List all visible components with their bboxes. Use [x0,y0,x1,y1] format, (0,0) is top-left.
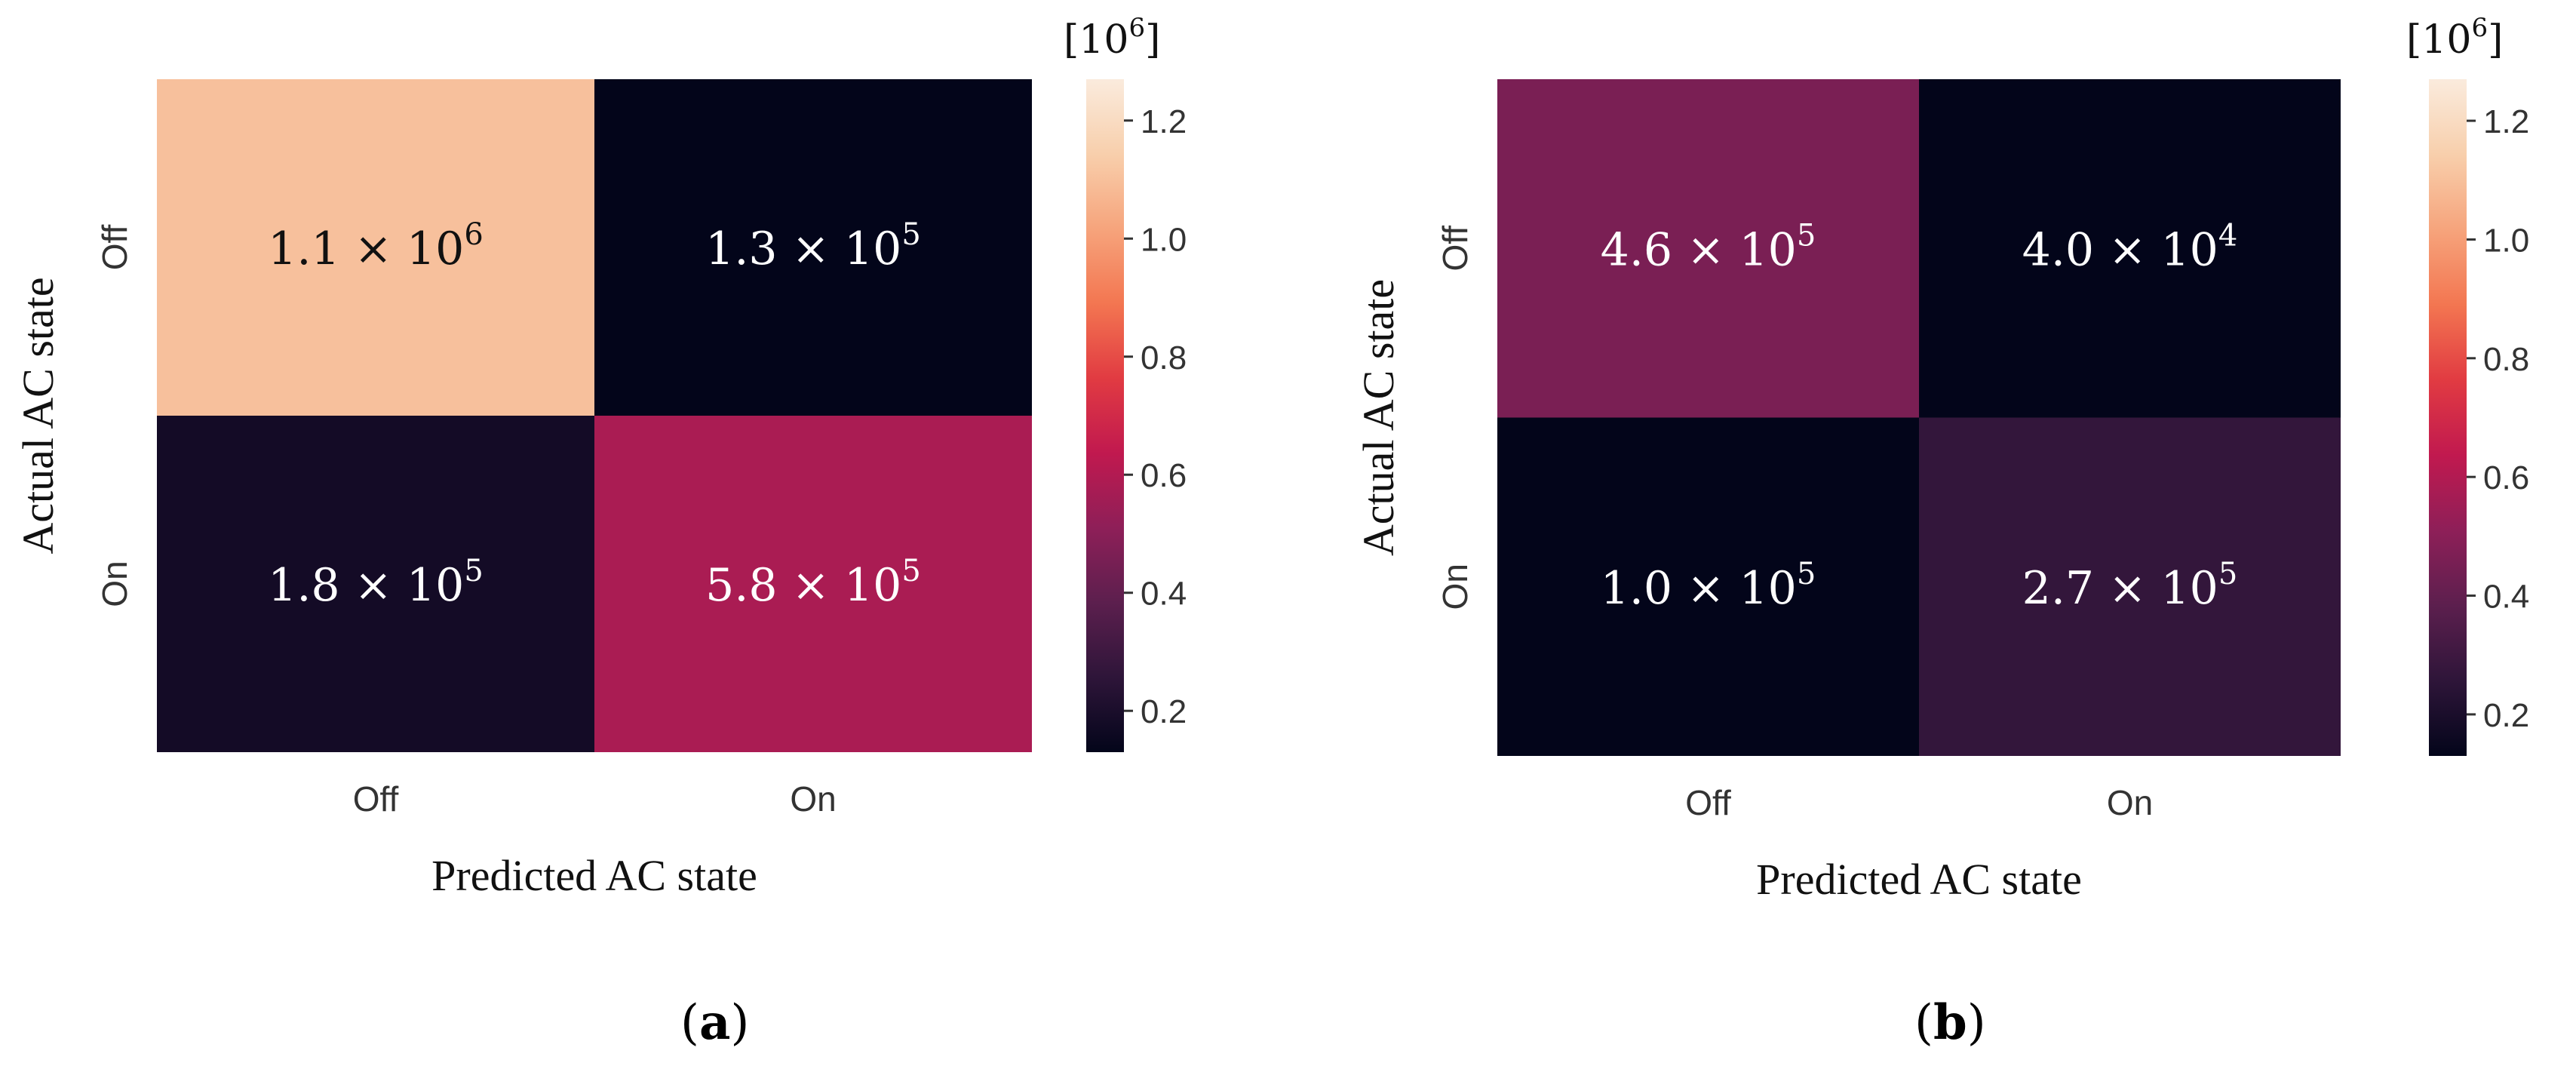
cell-annotation: 1.8 × 105 [268,554,484,612]
colorbar [2429,79,2467,756]
y-axis-label: Actual AC state [1354,279,1403,556]
heatmap-panel-b: 4.6 × 105 4.0 × 104 1.0 × 105 2.7 × 105 Off O… [1354,13,2529,904]
heatmap-cell [1919,79,2341,418]
cell-annotation: 4.0 × 104 [2022,218,2238,276]
colorbar-tick-label: 1.0 [1141,221,1187,258]
colorbar-tick-label: 0.4 [1141,576,1187,613]
x-tick-label: On [790,779,836,819]
colorbar-tick-label: 1.0 [2483,222,2529,259]
cell-annotation: 1.0 × 105 [1601,557,1816,615]
colorbar-tick-label: 0.6 [2483,459,2529,496]
colorbar-tick-label: 1.2 [1141,103,1187,140]
colorbar-unit-label: [106] [2406,13,2503,63]
heatmap-cell [594,79,1032,416]
heatmap-cell [157,79,594,416]
colorbar-tick-label: 0.6 [1141,457,1187,494]
colorbar-tick-label: 1.2 [2483,103,2529,140]
cell-annotation: 1.1 × 106 [268,217,484,275]
cell-annotation: 4.6 × 105 [1601,218,1816,276]
colorbar-tick-label: 0.2 [1141,693,1187,730]
cell-annotation: 2.7 × 105 [2022,557,2238,615]
colorbar-tick-label: 0.8 [2483,341,2529,378]
heatmap-panel-a: 1.1 × 106 1.3 × 105 1.8 × 105 5.8 × 105 Off O… [14,13,1187,900]
x-tick-label: On [2107,783,2153,822]
colorbar-tick-label: 0.2 [2483,697,2529,734]
y-tick-label: Off [1435,226,1475,272]
colorbar [1086,79,1124,752]
cell-annotation: 5.8 × 105 [705,554,921,612]
heatmap-cell [1919,417,2341,756]
colorbar-tick-label: 0.8 [1141,339,1187,376]
y-tick-label: On [95,561,134,607]
x-tick-label: Off [1685,783,1731,822]
x-tick-label: Off [353,779,399,819]
cell-annotation: 1.3 × 105 [705,217,921,275]
y-tick-label: On [1435,564,1475,610]
x-axis-label: Predicted AC state [1756,855,2082,904]
colorbar-tick-label: 0.4 [2483,579,2529,616]
y-axis-label: Actual AC state [14,277,63,554]
panel-label-a: (a) [680,994,750,1051]
x-axis-label: Predicted AC state [431,851,757,900]
panel-label-b: (b) [1914,994,1986,1051]
y-tick-label: Off [95,225,134,271]
heatmap-cell [157,416,594,752]
colorbar-unit-label: [106] [1064,13,1160,63]
heatmap-cell [594,416,1032,752]
heatmap-cell [1497,417,1919,756]
heatmap-cell [1497,79,1919,418]
